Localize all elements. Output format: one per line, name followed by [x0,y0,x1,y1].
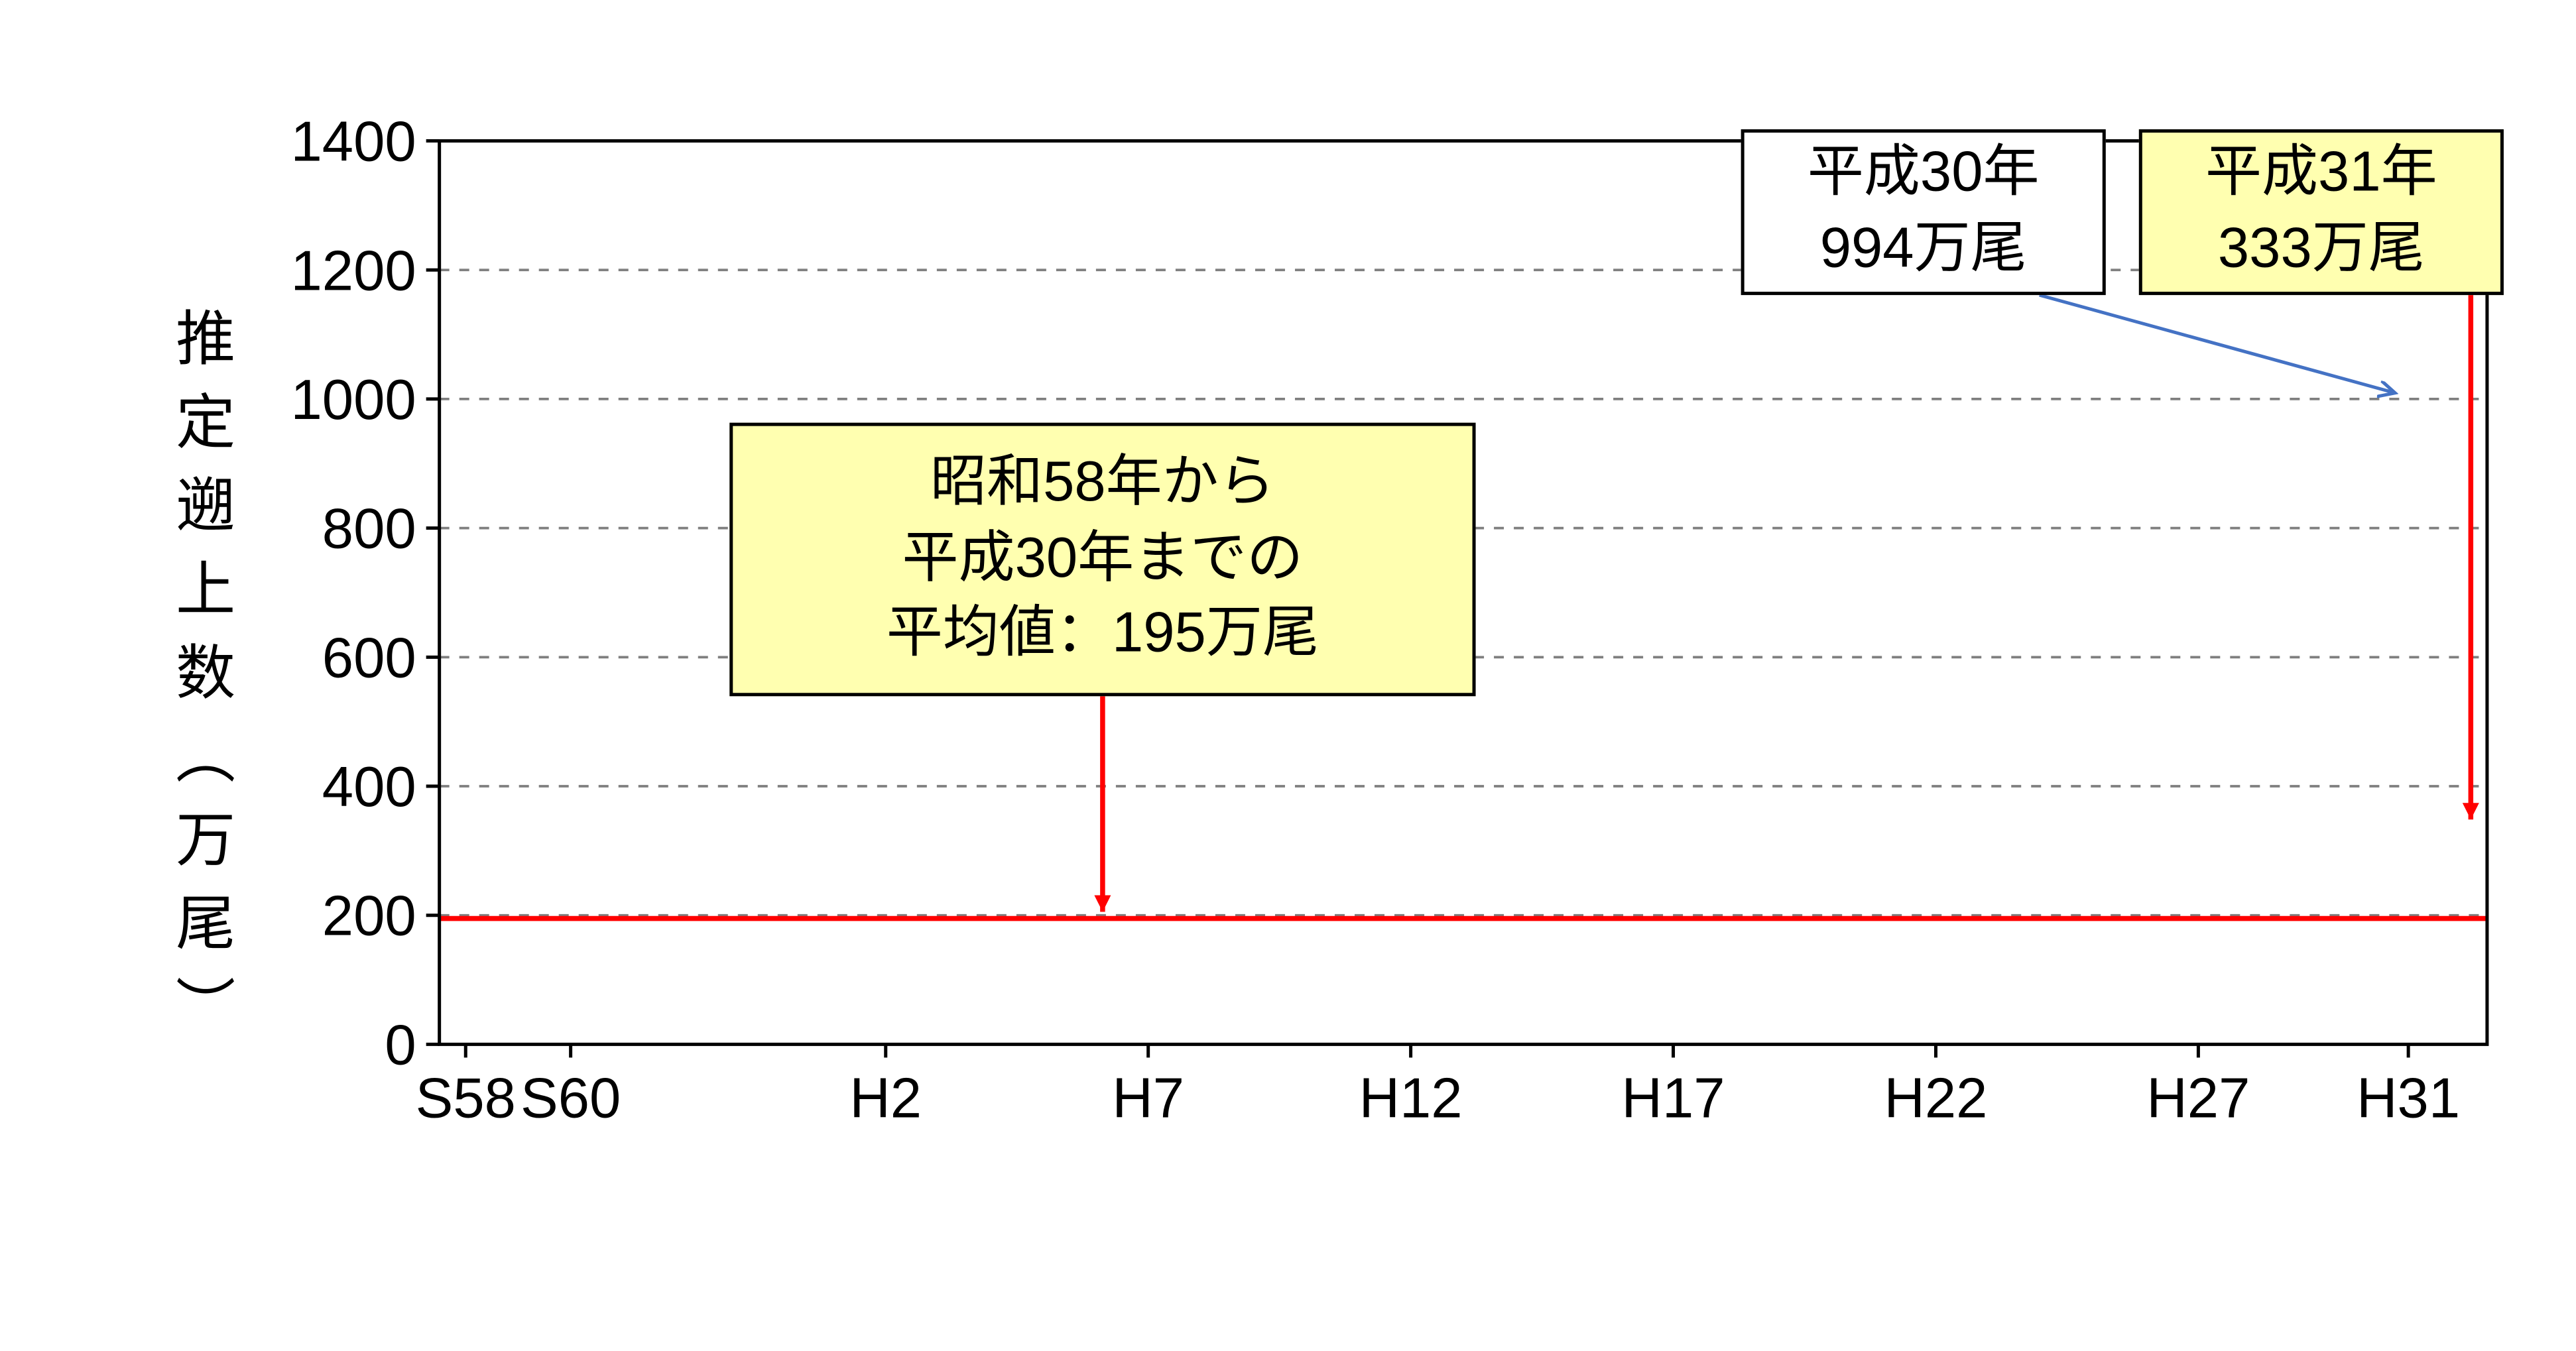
svg-text:1400: 1400 [291,111,416,174]
svg-text:1200: 1200 [291,239,416,302]
callout-line: 平成30年 [1808,136,2040,212]
svg-text:H17: H17 [1622,1067,1725,1130]
svg-text:1000: 1000 [291,369,416,432]
svg-text:H27: H27 [2146,1067,2250,1130]
h30-callout: 平成30年994万尾 [1741,129,2106,295]
callout-line: 昭和58年から [930,445,1275,522]
callout-line: 994万尾 [1820,212,2027,288]
svg-text:600: 600 [322,626,416,689]
svg-text:800: 800 [322,498,416,561]
svg-text:H31: H31 [2357,1067,2460,1130]
callout-line: 333万尾 [2218,212,2425,288]
h31-callout: 平成31年333万尾 [2139,129,2504,295]
svg-text:H12: H12 [1359,1067,1463,1130]
y-axis-label: 推定遡上数（万尾） [158,307,244,1059]
callout-line: 平均値：195万尾 [887,597,1319,674]
svg-text:H7: H7 [1112,1067,1184,1130]
svg-text:S60: S60 [521,1067,621,1130]
svg-text:H22: H22 [1884,1067,1987,1130]
svg-text:S58: S58 [416,1067,516,1130]
svg-text:400: 400 [322,756,416,819]
average-callout: 昭和58年から平成30年までの平均値：195万尾 [729,423,1475,697]
svg-text:H2: H2 [849,1067,922,1130]
callout-line: 平成30年までの [902,522,1304,598]
chart-container: 推定遡上数（万尾） 0 200 400 600 800 1000 1200 1400 S58S6… [0,0,2575,1351]
svg-text:0: 0 [385,1014,416,1077]
svg-text:200: 200 [322,885,416,948]
callout-line: 平成31年 [2205,136,2437,212]
